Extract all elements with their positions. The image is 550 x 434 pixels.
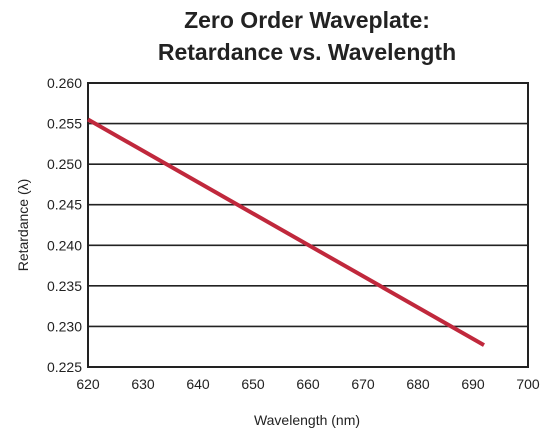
x-tick-label: 630 — [131, 376, 155, 392]
x-tick-label: 700 — [516, 376, 540, 392]
y-tick-label: 0.235 — [47, 278, 82, 294]
x-tick-label: 690 — [461, 376, 485, 392]
plot-area — [87, 82, 529, 368]
y-tick-label: 0.230 — [47, 318, 82, 334]
y-axis-label: Retardance (λ) — [15, 179, 31, 272]
gridlines — [88, 122, 528, 328]
x-axis-ticks: 620 630 640 650 660 670 680 690 700 — [76, 376, 540, 392]
x-tick-label: 670 — [351, 376, 375, 392]
x-tick-label: 660 — [296, 376, 320, 392]
chart-title-line-1: Zero Order Waveplate: — [184, 7, 430, 33]
chart-title: Zero Order Waveplate: Retardance vs. Wav… — [158, 7, 456, 65]
chart-title-line-2: Retardance vs. Wavelength — [158, 39, 456, 65]
y-tick-label: 0.225 — [47, 359, 82, 375]
y-tick-label: 0.240 — [47, 237, 82, 253]
y-axis-ticks: 0.225 0.230 0.235 0.240 0.245 0.250 0.255 0.260 — [47, 75, 82, 375]
y-tick-label: 0.255 — [47, 116, 82, 132]
y-tick-label: 0.260 — [47, 75, 82, 91]
x-tick-label: 640 — [186, 376, 210, 392]
x-tick-label: 620 — [76, 376, 100, 392]
retardance-series-line — [87, 117, 485, 347]
data-series — [87, 117, 485, 347]
x-tick-label: 650 — [241, 376, 265, 392]
y-tick-label: 0.250 — [47, 156, 82, 172]
x-tick-label: 680 — [406, 376, 430, 392]
y-tick-label: 0.245 — [47, 197, 82, 213]
x-axis-label: Wavelength (nm) — [254, 412, 360, 428]
